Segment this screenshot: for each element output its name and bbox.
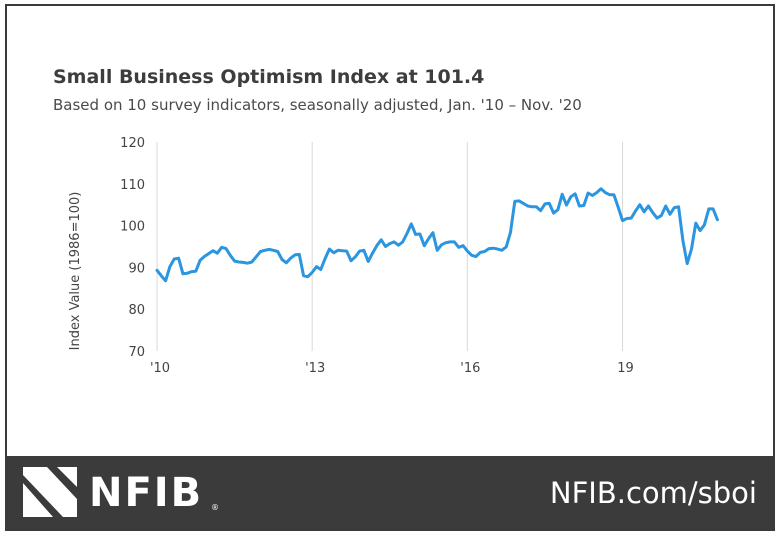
- nfib-logo-icon: [23, 467, 77, 517]
- footer-banner: NFIB ® NFIB.com/sboi: [7, 456, 773, 529]
- y-tick-label: 70: [128, 345, 145, 360]
- y-axis-label: Index Value (1986=100): [68, 192, 83, 351]
- gridlines: [156, 142, 624, 351]
- series: [155, 187, 719, 283]
- line-chart: 120 110 100 90 80 70 '10 '13 '16 19 Index Value …: [68, 136, 719, 376]
- y-tick-label: 100: [120, 220, 145, 235]
- y-tick-label: 80: [128, 303, 145, 318]
- x-tick-label: '16: [460, 361, 480, 376]
- x-axis: '10 '13 '16 19: [150, 361, 634, 376]
- chart-title: Small Business Optimism Index at 101.4: [53, 66, 485, 88]
- chart-frame: Small Business Optimism Index at 101.4 B…: [5, 4, 775, 531]
- brand-name: NFIB: [89, 470, 204, 516]
- y-tick-label: 110: [120, 178, 145, 193]
- registered-mark: ®: [211, 503, 219, 512]
- y-tick-label: 120: [120, 136, 145, 151]
- footer-url-link[interactable]: NFIB.com/sboi: [549, 476, 757, 510]
- chart-subtitle: Based on 10 survey indicators, seasonall…: [53, 96, 582, 114]
- series-line-0: [155, 187, 719, 283]
- x-tick-label: 19: [617, 361, 634, 376]
- y-tick-label: 90: [128, 261, 145, 276]
- x-tick-label: '10: [150, 361, 170, 376]
- x-tick-label: '13: [305, 361, 325, 376]
- y-axis: 120 110 100 90 80 70: [120, 136, 145, 360]
